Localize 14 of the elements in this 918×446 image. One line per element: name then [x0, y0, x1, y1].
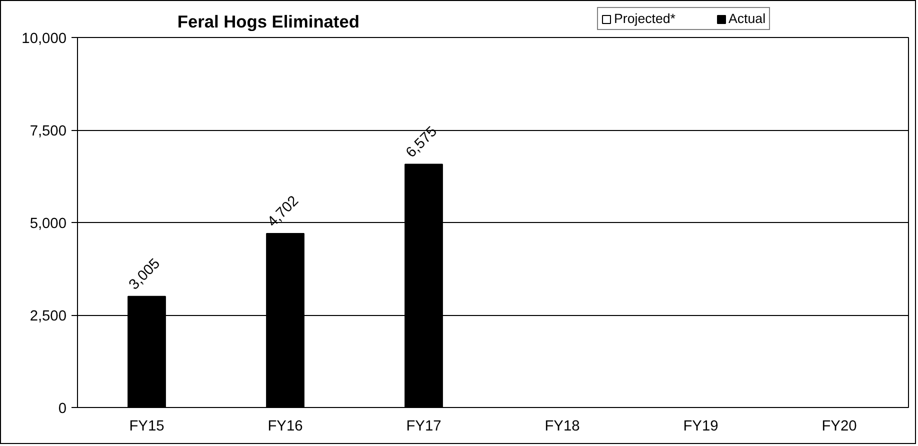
- x-tick-label: FY19: [683, 418, 718, 434]
- x-tick-label: FY17: [406, 418, 442, 434]
- legend-label: Projected*: [614, 11, 676, 26]
- y-tick-label: 2,500: [30, 308, 67, 324]
- y-tick-label: 7,500: [30, 124, 67, 140]
- x-tick-label: FY20: [822, 418, 857, 434]
- x-tick-label: FY15: [129, 418, 164, 434]
- y-tick-label: 5,000: [30, 216, 67, 232]
- y-tick-label: 10,000: [22, 31, 66, 47]
- x-tick-label: FY16: [268, 418, 303, 434]
- y-tick-label: 0: [58, 401, 67, 417]
- chart-title: Feral Hogs Eliminated: [177, 12, 360, 32]
- x-tick-label: FY18: [544, 418, 580, 434]
- legend-label: Actual: [728, 11, 766, 26]
